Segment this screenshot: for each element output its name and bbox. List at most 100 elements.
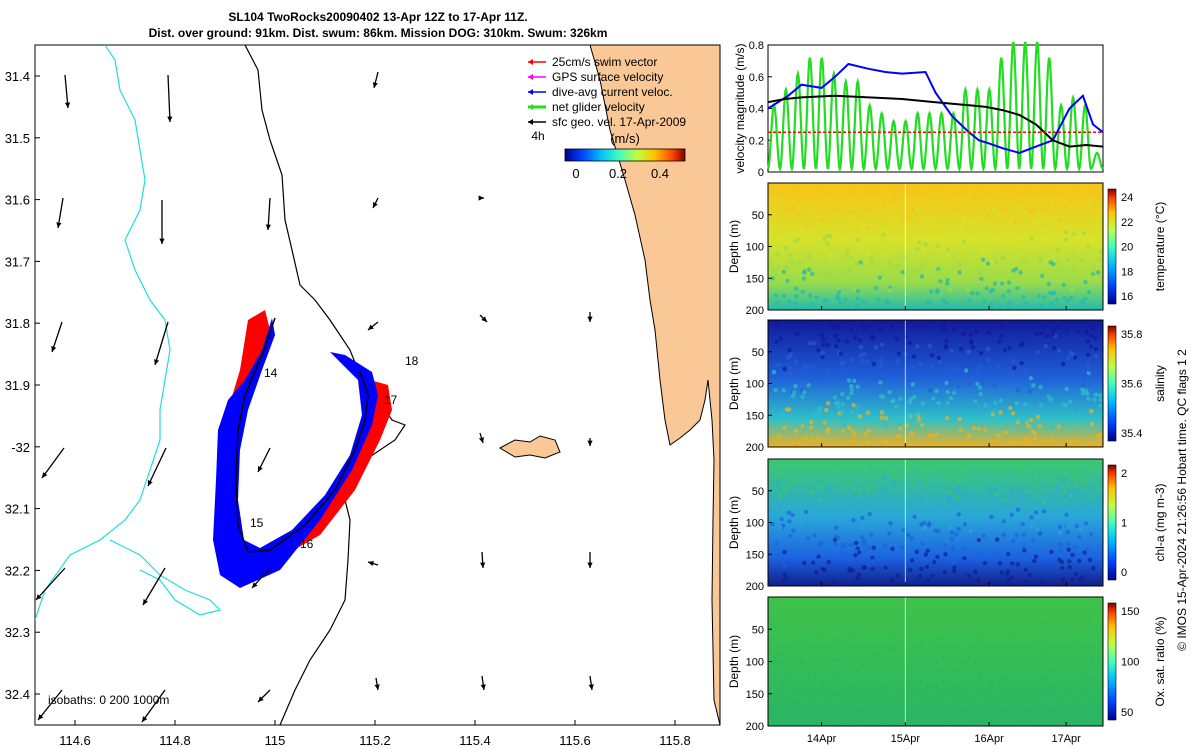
map-x-tick-3: 115.2 xyxy=(359,733,391,748)
section-2-cbar-tick-2: 0 xyxy=(1121,567,1127,579)
map-x-tick-1: 114.8 xyxy=(159,733,191,748)
geo-velocity-arrow xyxy=(265,197,271,231)
land-mass xyxy=(589,45,720,725)
vel-series-1 xyxy=(767,94,1104,148)
geo-velocity-arrow xyxy=(251,567,271,589)
section-0-cbar-tick-2: 20 xyxy=(1121,242,1133,254)
section-3-y-tick-3: 200 xyxy=(746,721,764,733)
colorbar-tick-2: 0.4 xyxy=(651,166,669,181)
legend-label-2: dive-avg current veloc. xyxy=(552,85,673,99)
section-3-cbar-tick-2: 50 xyxy=(1121,707,1133,719)
map-y-tick-1: 31.5 xyxy=(5,131,30,146)
section-0-cbar-tick-0: 24 xyxy=(1121,192,1133,204)
track-label-0: 14 xyxy=(264,366,278,380)
colorbar-tick-0: 0 xyxy=(572,166,579,181)
section-2-y-tick-2: 150 xyxy=(746,549,764,561)
track-label-2: 16 xyxy=(300,537,314,551)
section-panel-2: 50 100 150 200 Depth (m) 2 1 0 chl-a (mg m-3) xyxy=(727,458,1167,593)
legend-label-4: sfc geo. vel. 17-Apr-2009 xyxy=(552,115,686,129)
map-x-tick-2: 115 xyxy=(265,733,286,748)
section-1-cbar-tick-0: 35.8 xyxy=(1121,329,1142,341)
legend-label-3: net glider velocity xyxy=(552,100,645,114)
section-panel-1: 50 100 150 200 Depth (m) 35.8 35.6 35.4 salinity xyxy=(727,319,1167,454)
vel-y-tick-3: 0.6 xyxy=(749,72,764,84)
section-heatmap-2 xyxy=(767,458,1104,587)
colorbar-tick-1: 0.2 xyxy=(609,166,627,181)
geo-velocity-arrow xyxy=(147,447,167,487)
geo-velocity-arrow xyxy=(154,321,169,366)
geo-velocity-arrow xyxy=(37,689,63,721)
track-label-3: 17 xyxy=(384,393,398,407)
section-0-colorbar xyxy=(1107,188,1117,305)
geo-velocity-arrow xyxy=(257,689,271,703)
time-tick-0: 14Apr xyxy=(807,733,837,745)
section-2-cbar-tick-1: 1 xyxy=(1121,518,1127,530)
track-label-4: 18 xyxy=(405,354,419,368)
geo-velocity-arrow xyxy=(51,321,63,353)
map-y-tick-9: 32.3 xyxy=(5,625,30,640)
map-x-tick-4: 115.4 xyxy=(459,733,491,748)
geo-velocity-arrow xyxy=(479,314,488,323)
section-1-cbar-tick-1: 35.6 xyxy=(1121,379,1142,391)
time-tick-1: 15Apr xyxy=(891,733,921,745)
section-1-cbar-tick-2: 35.4 xyxy=(1121,428,1142,440)
colorbar-title: (m/s) xyxy=(610,131,640,146)
section-3-y-tick-0: 50 xyxy=(752,624,764,636)
section-3-cbar-tick-1: 100 xyxy=(1121,657,1139,669)
island xyxy=(498,435,561,459)
geo-velocity-arrow xyxy=(35,567,66,601)
geo-velocity-arrow xyxy=(587,552,593,568)
geo-velocity-arrow xyxy=(588,675,594,691)
geo-velocity-arrow xyxy=(367,561,379,567)
map-y-tick-3: 31.7 xyxy=(5,254,30,269)
isobaths-note: isobaths: 0 200 1000m xyxy=(48,693,169,707)
section-3-colorbar xyxy=(1107,602,1117,721)
section-3-ylabel: Depth (m) xyxy=(727,635,741,688)
section-0-cbar-tick-1: 22 xyxy=(1121,217,1133,229)
section-2-y-tick-0: 50 xyxy=(752,486,764,498)
section-1-y-tick-1: 100 xyxy=(746,379,764,391)
geo-velocity-arrow xyxy=(372,71,379,89)
track-label-1: 15 xyxy=(250,516,264,530)
section-1-cbar-label: salinity xyxy=(1153,365,1167,402)
section-0-y-tick-2: 150 xyxy=(746,273,764,285)
section-panel-3: 50 100 150 200 Depth (m) 150 100 50 Ox. sat. rat… xyxy=(727,596,1167,733)
map-y-tick-5: 31.9 xyxy=(5,378,30,393)
section-1-y-tick-0: 50 xyxy=(752,347,764,359)
section-0-y-tick-3: 200 xyxy=(746,305,764,317)
section-3-y-tick-2: 150 xyxy=(746,689,764,701)
section-2-y-tick-1: 100 xyxy=(746,518,764,530)
vel-ylabel: velocity magnitude (m/s) xyxy=(733,43,747,173)
section-0-ylabel: Depth (m) xyxy=(727,220,741,273)
geo-velocity-arrow xyxy=(372,197,379,209)
section-panel-0: 50 100 150 200 Depth (m) 24 22 20 18 16 temperatur… xyxy=(727,182,1167,317)
geo-velocity-arrow xyxy=(159,200,165,244)
geo-velocity-arrow xyxy=(480,675,486,691)
section-3-cbar-tick-0: 150 xyxy=(1121,606,1139,618)
section-1-y-tick-2: 150 xyxy=(746,410,764,422)
section-0-cbar-tick-3: 18 xyxy=(1121,266,1133,278)
map-y-tick-10: 32.4 xyxy=(5,687,30,702)
map-y-tick-4: 31.8 xyxy=(5,316,30,331)
section-0-y-tick-0: 50 xyxy=(752,210,764,222)
map-x-tick-6: 115.8 xyxy=(659,733,691,748)
track-line xyxy=(235,317,369,553)
legend-label-0: 25cm/s swim vector xyxy=(552,55,657,69)
geo-velocity-arrow xyxy=(478,432,484,444)
legend-note: 4h xyxy=(531,129,544,143)
section-0-cbar-label: temperature (°C) xyxy=(1153,202,1167,292)
map-panel: 14 15 16 17 18 114.6 114.8 115 115.2 115.4 115.6 1… xyxy=(5,44,721,748)
section-2-cbar-tick-0: 2 xyxy=(1121,468,1127,480)
title-line-2: Dist. over ground: 91km. Dist. swum: 86k… xyxy=(149,26,608,40)
credit-text: © IMOS 15-Apr-2024 21:26:56 Hobart time.… xyxy=(1175,349,1189,651)
track-current-swath xyxy=(213,318,378,588)
title-line-1: SL104 TwoRocks20090402 13-Apr 12Z to 17-… xyxy=(228,10,527,24)
time-tick-3: 17Apr xyxy=(1051,733,1081,745)
section-2-ylabel: Depth (m) xyxy=(727,496,741,549)
geo-velocity-arrow xyxy=(142,567,166,606)
map-y-tick-7: 32.1 xyxy=(5,502,30,517)
vel-y-tick-4: 0.8 xyxy=(749,40,764,52)
geo-velocity-arrow xyxy=(587,438,593,446)
